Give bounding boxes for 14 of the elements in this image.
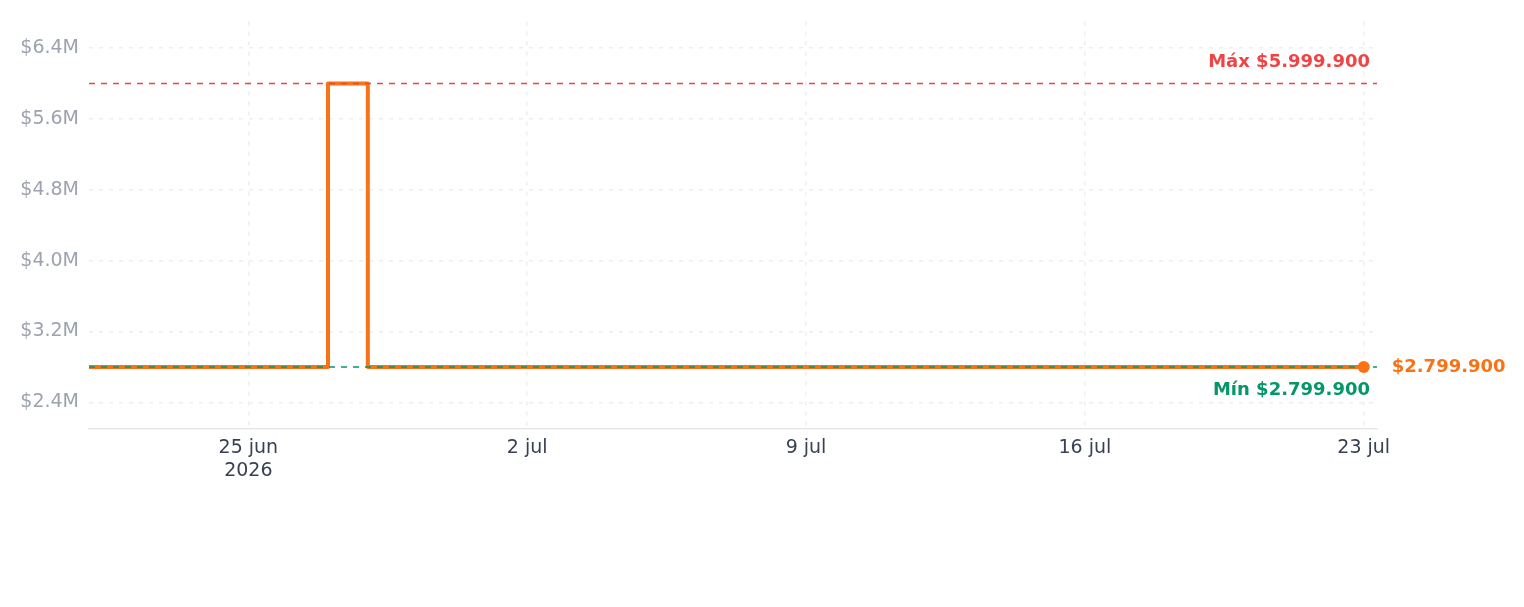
y-tick-label: $3.2M xyxy=(20,318,79,341)
y-tick-label: $6.4M xyxy=(20,34,79,57)
x-tick-label: 25 jun 2026 xyxy=(218,435,279,481)
annotation: $2.799.900 xyxy=(1391,354,1506,376)
x-tick-label: 9 jul xyxy=(785,435,827,458)
x-tick-label: 2 jul xyxy=(506,435,548,458)
y-tick-label: $5.6M xyxy=(20,105,79,128)
ref-line-label: Máx $5.999.900 xyxy=(1208,50,1370,72)
y-tick-label: $4.8M xyxy=(20,176,79,199)
x-tick-label: 16 jul xyxy=(1058,435,1112,458)
y-tick-label: $2.4M xyxy=(20,389,79,412)
x-tick-label: 23 jul xyxy=(1337,435,1391,458)
ref-line-label: Mín $2.799.900 xyxy=(1212,377,1370,399)
y-tick-label: $4.0M xyxy=(20,247,79,270)
